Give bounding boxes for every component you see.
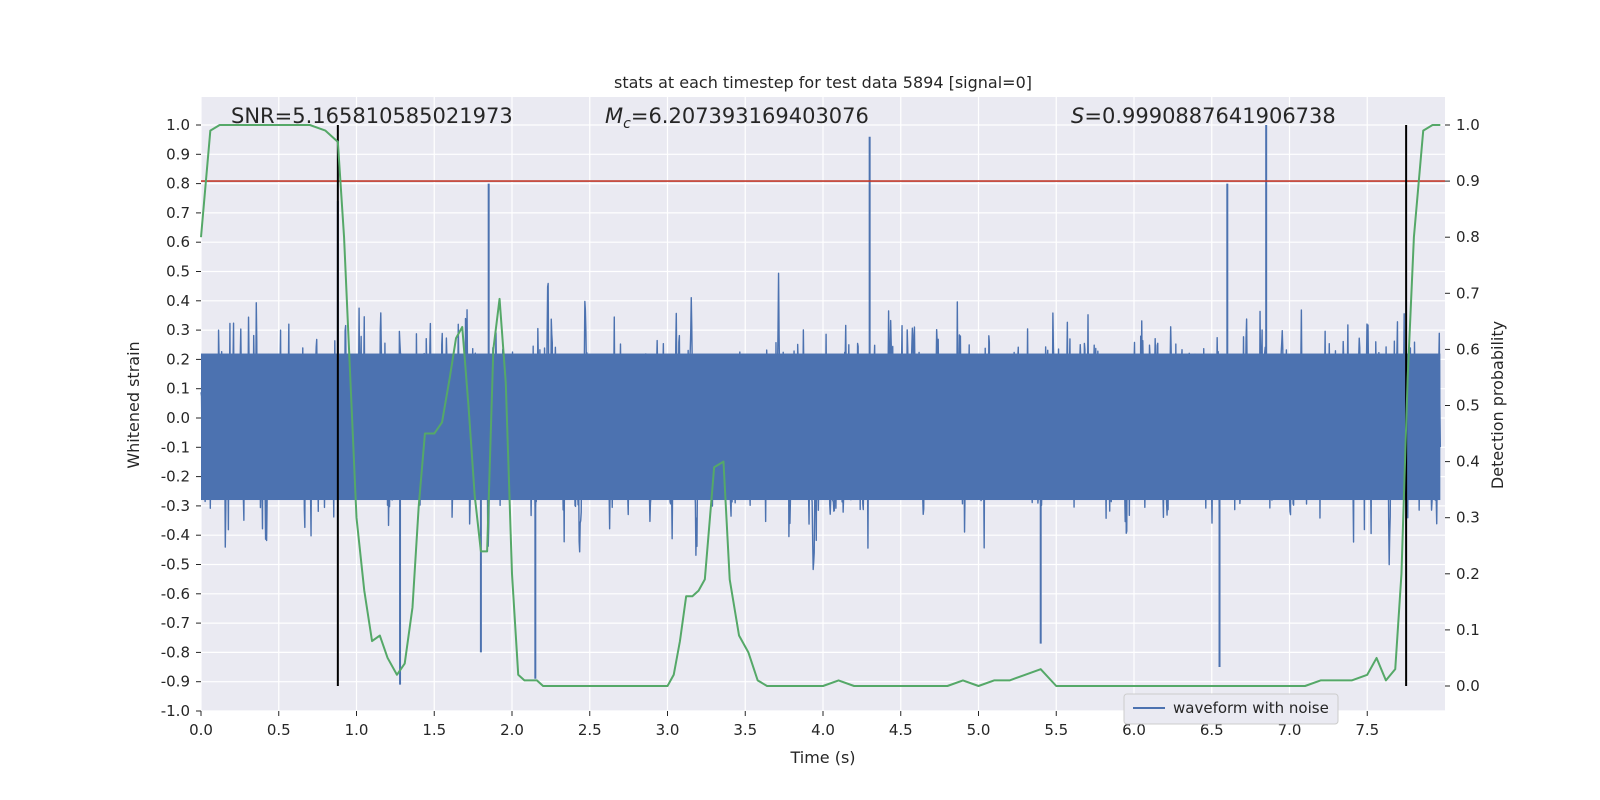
y-tick-label: -0.6: [161, 585, 190, 603]
detection-probability-line: [200, 124, 1441, 687]
y-tick-label: -0.8: [161, 643, 190, 661]
y2-tick-label: 1.0: [1456, 116, 1480, 134]
score-label: S: [1071, 104, 1084, 128]
y-tick-label: -0.5: [161, 556, 190, 574]
chirp-mass-subscript: c: [623, 116, 631, 132]
snr-equals: =: [275, 104, 293, 128]
chart-title: stats at each timestep for test data 589…: [614, 73, 1032, 92]
y-tick-label: -0.1: [161, 438, 190, 456]
detection-probability-series: [200, 124, 1441, 687]
x-tick-label: 6.0: [1122, 721, 1146, 739]
y-tick-label: -1.0: [161, 702, 190, 720]
y2-tick-label: 0.7: [1456, 284, 1480, 302]
y2-axis-label: Detection probability: [1488, 321, 1507, 489]
y-tick-label: -0.7: [161, 614, 190, 632]
chirp-mass-annotation: Mc=6.207393169403076: [605, 104, 869, 132]
y-axis-ticks: 1.0 0.9 0.8 0.7 0.6 0.5 0.4 0.3 0.2 0.1 0.0 -0.1 -0.…: [161, 116, 201, 720]
y-axis-label: Whitened strain: [124, 341, 143, 468]
chirp-mass-value: 6.207393169403076: [648, 104, 868, 128]
x-tick-label: 1.5: [422, 721, 446, 739]
x-tick-label: 4.5: [889, 721, 913, 739]
y2-tick-label: 0.2: [1456, 565, 1480, 583]
x-axis-label: Time (s): [789, 748, 855, 767]
x-tick-label: 3.5: [733, 721, 757, 739]
y-tick-label: -0.2: [161, 468, 190, 486]
y-tick-label: -0.4: [161, 526, 190, 544]
y-tick-label: 0.7: [166, 204, 190, 222]
y2-tick-label: 0.1: [1456, 621, 1480, 639]
y-tick-label: -0.9: [161, 673, 190, 691]
chirp-mass-symbol: M: [605, 104, 623, 128]
score-annotation: S=0.9990887641906738: [1071, 104, 1336, 128]
y-tick-label: 0.8: [166, 175, 190, 193]
y2-tick-label: 0.0: [1456, 677, 1480, 695]
x-tick-label: 5.0: [967, 721, 991, 739]
x-tick-label: 1.0: [345, 721, 369, 739]
x-tick-label: 4.0: [811, 721, 835, 739]
score-value: 0.9990887641906738: [1102, 104, 1336, 128]
y-tick-label: 0.9: [166, 145, 190, 163]
waveform-with-noise-series: [200, 125, 1442, 685]
y-tick-label: 0.3: [166, 321, 190, 339]
snr-value: 5.165810585021973: [292, 104, 512, 128]
y-tick-label: 0.4: [166, 292, 190, 310]
waveform-core: [201, 353, 1441, 501]
y2-tick-label: 0.3: [1456, 509, 1480, 527]
y-tick-label: 0.5: [166, 263, 190, 281]
y-tick-label: 0.6: [166, 233, 190, 251]
y-tick-label: 0.1: [166, 380, 190, 398]
x-tick-label: 7.0: [1278, 721, 1302, 739]
x-tick-label: 2.0: [500, 721, 524, 739]
snr-label: SNR: [231, 104, 275, 128]
x-tick-label: 0.0: [189, 721, 213, 739]
x-tick-label: 3.0: [656, 721, 680, 739]
x-tick-label: 7.5: [1355, 721, 1379, 739]
y2-axis-ticks: 1.0 0.9 0.8 0.7 0.6 0.5 0.4 0.3 0.2 0.1 0.0: [1445, 116, 1480, 695]
x-tick-label: 0.5: [267, 721, 291, 739]
y2-tick-label: 0.9: [1456, 172, 1480, 190]
y-tick-label: 0.0: [166, 409, 190, 427]
y-tick-label: 1.0: [166, 116, 190, 134]
snr-annotation: SNR=5.165810585021973: [231, 104, 513, 128]
legend: waveform with noise: [1123, 693, 1339, 725]
y2-tick-label: 0.5: [1456, 397, 1480, 415]
x-tick-label: 5.5: [1044, 721, 1068, 739]
x-tick-label: 2.5: [578, 721, 602, 739]
x-axis-ticks: 0.0 0.5 1.0 1.5 2.0 2.5 3.0 3.5 4.0 4.5 5.0 5.5 6.0 6…: [189, 711, 1379, 739]
y-tick-label: 0.2: [166, 350, 190, 368]
x-tick-label: 6.5: [1200, 721, 1224, 739]
chirp-mass-equals: =: [631, 104, 649, 128]
y-tick-label: -0.3: [161, 497, 190, 515]
score-equals: =: [1084, 104, 1102, 128]
legend-box: [1123, 693, 1339, 725]
legend-label-waveform: waveform with noise: [1173, 699, 1329, 717]
y2-tick-label: 0.6: [1456, 340, 1480, 358]
y2-tick-label: 0.4: [1456, 453, 1480, 471]
y2-tick-label: 0.8: [1456, 228, 1480, 246]
